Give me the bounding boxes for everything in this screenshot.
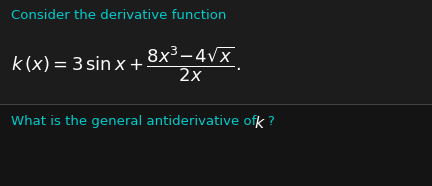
Bar [0, 104, 432, 186]
Text: ?: ? [267, 115, 274, 128]
Text: What is the general antiderivative of: What is the general antiderivative of [11, 115, 260, 128]
Text: $k\,(x) = 3\,\sin x + \dfrac{8x^3\!-\!4\sqrt{x}}{2x}.$: $k\,(x) = 3\,\sin x + \dfrac{8x^3\!-\!4\… [11, 45, 241, 84]
Text: $k$: $k$ [254, 115, 265, 132]
Text: Consider the derivative function: Consider the derivative function [11, 9, 226, 22]
